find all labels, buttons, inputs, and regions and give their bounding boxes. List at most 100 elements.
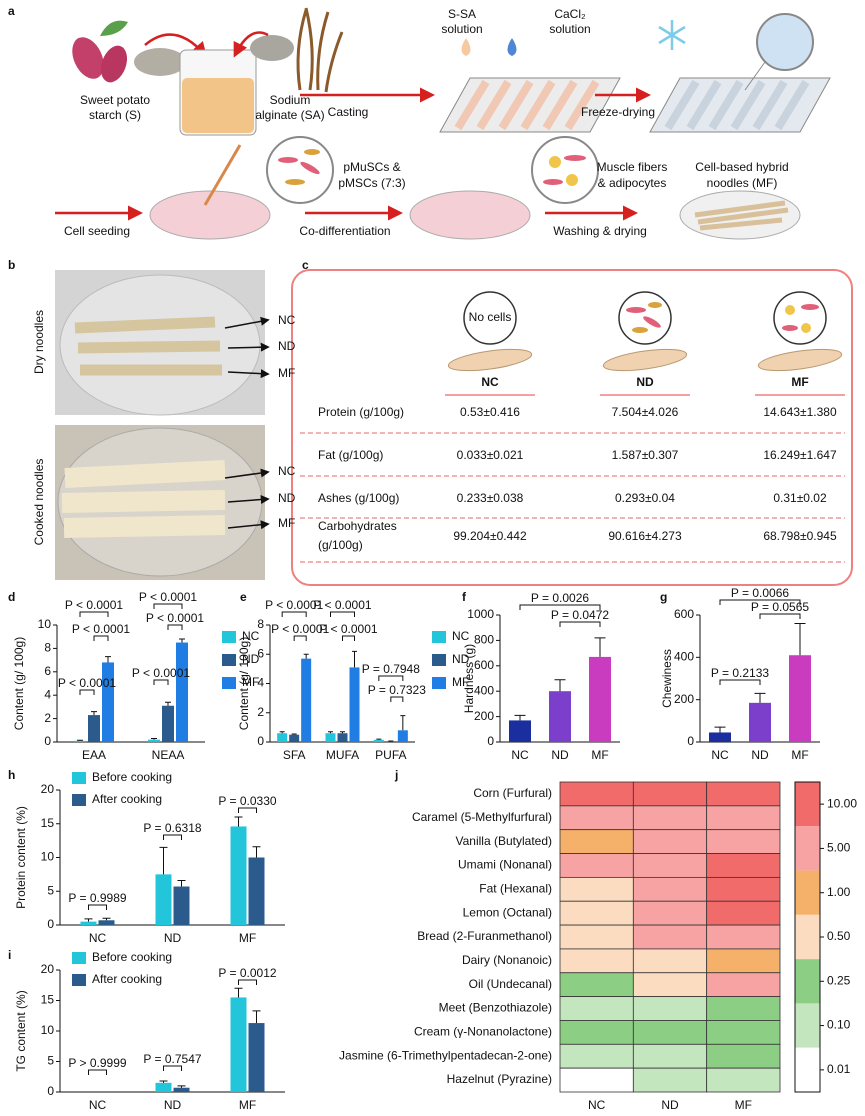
shape bbox=[285, 179, 305, 185]
y-tick-label: 5 bbox=[47, 1054, 54, 1068]
legend-label: NC bbox=[242, 629, 260, 643]
shape bbox=[801, 304, 819, 310]
noodle-label: MF bbox=[278, 366, 295, 380]
y-tick-label: 0 bbox=[257, 734, 264, 748]
bar bbox=[176, 642, 188, 742]
noodles bbox=[694, 200, 789, 231]
bar bbox=[88, 715, 100, 742]
circle-label: No cells bbox=[469, 310, 512, 324]
leaf bbox=[100, 20, 128, 36]
cells bbox=[278, 149, 320, 185]
step-label: Co-differentiation bbox=[299, 224, 390, 238]
p-value: P > 0.9999 bbox=[68, 1056, 126, 1070]
y-tick-label: 2 bbox=[257, 705, 264, 719]
legend-label: ND bbox=[452, 652, 470, 666]
x-tick-label: SFA bbox=[283, 748, 306, 762]
drop bbox=[507, 38, 517, 56]
colorbar-label: 0.10 bbox=[827, 1018, 851, 1032]
bar bbox=[349, 667, 360, 742]
step-label: Freeze-drying bbox=[581, 105, 655, 119]
p-value: P = 0.0472 bbox=[551, 608, 609, 622]
cell: 0.233±0.038 bbox=[457, 491, 524, 505]
error-bar bbox=[159, 1080, 168, 1083]
noodle-label: ND bbox=[278, 491, 296, 505]
bracket bbox=[88, 1069, 107, 1075]
p-value: P < 0.0001 bbox=[72, 622, 130, 636]
cell: 68.798±0.945 bbox=[763, 529, 837, 543]
x-tick-label: NC bbox=[89, 931, 107, 945]
legend-swatch bbox=[432, 677, 446, 689]
y-tick-label: 10 bbox=[41, 1023, 55, 1037]
x-tick-label: NC bbox=[711, 748, 729, 762]
colorbar-band bbox=[795, 1047, 820, 1092]
bracket bbox=[378, 675, 404, 681]
y-tick-label: 600 bbox=[674, 607, 694, 621]
p-value: P < 0.0001 bbox=[65, 598, 123, 612]
y-tick-label: 0 bbox=[47, 917, 54, 931]
legend-label: Before cooking bbox=[92, 770, 172, 784]
bracket bbox=[342, 635, 355, 641]
heat-cell bbox=[632, 1020, 708, 1045]
cell: 0.293±0.04 bbox=[615, 491, 675, 505]
bracket bbox=[79, 689, 95, 695]
shape bbox=[773, 291, 827, 345]
heat-cell bbox=[559, 805, 634, 831]
row-label: Carbohydrates bbox=[318, 519, 397, 533]
heat-cell bbox=[559, 924, 634, 950]
panel-letter: j bbox=[394, 768, 398, 782]
y-tick-label: 8 bbox=[44, 641, 51, 655]
shape bbox=[801, 323, 811, 333]
bar bbox=[749, 702, 771, 742]
heat-cell bbox=[706, 829, 781, 854]
noodle-label: MF bbox=[278, 516, 295, 530]
bracket bbox=[153, 679, 169, 685]
p-value: P < 0.0001 bbox=[265, 598, 323, 612]
cell: 14.643±1.380 bbox=[763, 405, 837, 419]
panel-letter: h bbox=[8, 768, 15, 782]
shape bbox=[566, 174, 578, 186]
y-tick-label: 2 bbox=[44, 711, 51, 725]
shape bbox=[602, 348, 688, 372]
legend-label: After cooking bbox=[92, 792, 162, 806]
shape bbox=[785, 305, 795, 315]
row-label: Hazelnut (Pyrazine) bbox=[447, 1072, 552, 1086]
potato bbox=[72, 37, 104, 79]
shape bbox=[278, 157, 298, 163]
label: & adipocytes bbox=[598, 176, 667, 190]
y-tick-label: 0 bbox=[687, 734, 694, 748]
x-tick-label: ND bbox=[751, 748, 769, 762]
heat-cell bbox=[706, 900, 781, 926]
heat-cell bbox=[559, 876, 634, 902]
heat-cell bbox=[632, 900, 708, 926]
bar bbox=[102, 662, 114, 742]
p-value: P < 0.0001 bbox=[132, 666, 190, 680]
noodle-label: NC bbox=[278, 464, 296, 478]
colorbar-band bbox=[795, 870, 820, 915]
zoom-circle bbox=[266, 136, 334, 204]
p-value: P < 0.0001 bbox=[58, 676, 116, 690]
arrows bbox=[224, 316, 270, 530]
column-header: ND bbox=[636, 375, 654, 389]
shape bbox=[224, 316, 270, 329]
error-bar bbox=[279, 731, 285, 734]
panel-letter: d bbox=[8, 590, 15, 604]
shape bbox=[643, 316, 661, 328]
bar bbox=[74, 740, 86, 742]
legend-swatch bbox=[432, 631, 446, 643]
bracket bbox=[293, 635, 307, 641]
y-axis-label: Hardness (g) bbox=[462, 644, 476, 713]
error-bar bbox=[594, 637, 606, 657]
legend-label: NC bbox=[452, 629, 470, 643]
pipette bbox=[203, 144, 242, 206]
bracket bbox=[390, 696, 404, 702]
potato bbox=[100, 45, 128, 83]
row-label: Corn (Furfural) bbox=[473, 786, 552, 800]
bar bbox=[173, 886, 190, 925]
colorbar-band bbox=[795, 782, 820, 827]
error-bar bbox=[234, 987, 243, 998]
shape bbox=[227, 495, 270, 505]
heat-cell bbox=[632, 853, 708, 878]
shape bbox=[632, 327, 648, 333]
x-tick-label: NEAA bbox=[152, 748, 185, 762]
shape bbox=[626, 307, 646, 313]
